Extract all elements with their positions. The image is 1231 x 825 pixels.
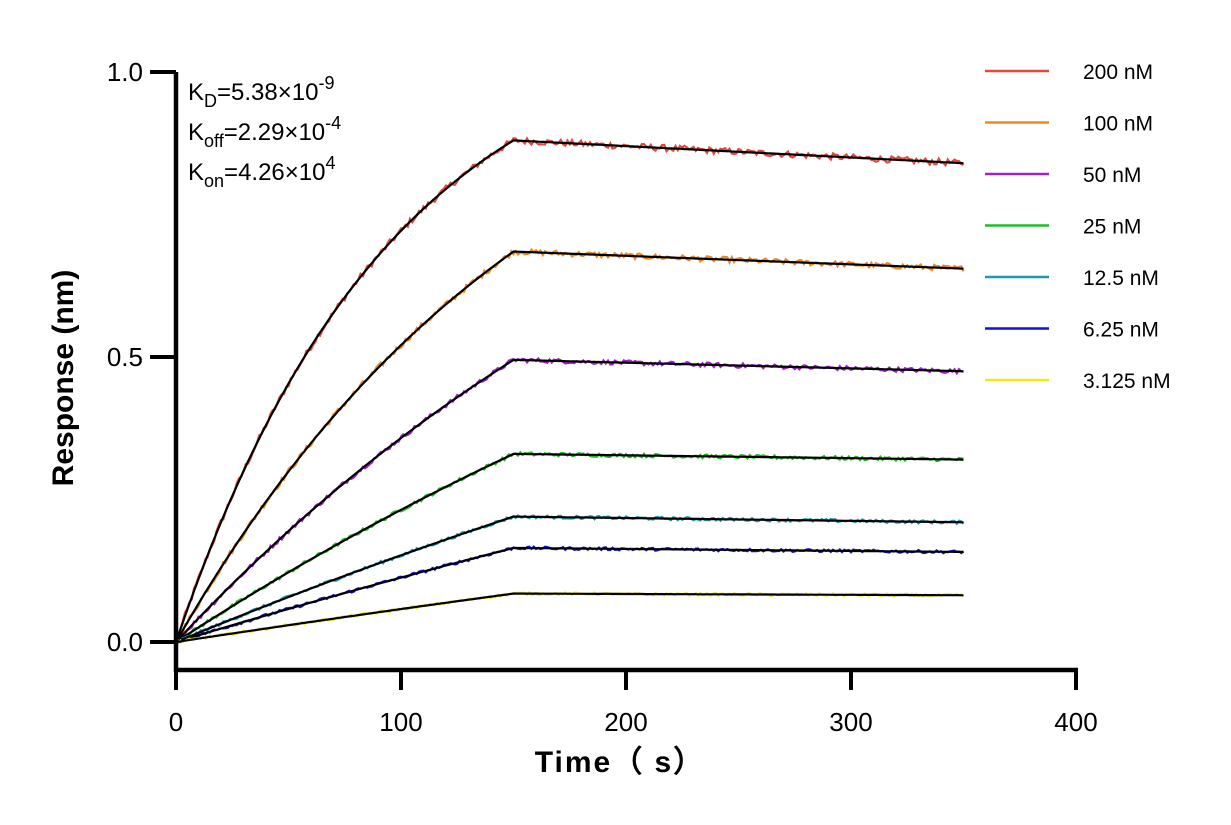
constant-value: =2.29×10 [224, 119, 325, 146]
legend-item-3: 50 nM [985, 164, 1141, 187]
legend-item-2: 100 nM [985, 113, 1153, 136]
constant-subscript: D [204, 91, 217, 111]
constant-subscript: on [204, 171, 224, 191]
fit-curve-2 [175, 250, 964, 643]
constant-value: =5.38×10 [217, 79, 318, 106]
x-tick-label-100: 100 [379, 707, 422, 737]
legend-item-7: 3.125 nM [985, 370, 1171, 393]
curves-layer [174, 136, 965, 644]
axes-layer: 0 100 200 300 400 0.0 0.5 1.0 [107, 57, 1098, 737]
legend-label: 3.125 nM [1083, 370, 1171, 393]
legend-label: 6.25 nM [1083, 319, 1159, 342]
constant-subscript: off [204, 131, 225, 151]
legend-label: 12.5 nM [1083, 267, 1159, 290]
legend-label: 50 nM [1083, 164, 1141, 187]
legend-item-1: 200 nM [985, 61, 1153, 84]
y-axis-title: Response (nm) [47, 270, 80, 487]
kinetic-constant-D: KD=5.38×10-9 [188, 73, 334, 111]
x-tick-label-300: 300 [829, 707, 872, 737]
x-tick-label-0: 0 [169, 707, 183, 737]
constant-symbol: K [188, 119, 204, 146]
legend-label: 100 nM [1083, 113, 1153, 136]
constant-exponent: -9 [318, 73, 334, 93]
data-curve-1 [174, 136, 964, 643]
fit-curve-7 [175, 592, 964, 644]
constant-value: =4.26×10 [224, 159, 325, 186]
data-curve-7 [175, 590, 964, 644]
x-tick-label-400: 400 [1054, 707, 1097, 737]
fit-curve-6 [175, 546, 964, 644]
fit-curve-3 [175, 358, 964, 643]
legend-item-4: 25 nM [985, 216, 1141, 239]
y-tick-label-0.0: 0.0 [107, 627, 143, 657]
data-curve-3 [175, 356, 964, 644]
legend-label: 200 nM [1083, 61, 1153, 84]
constant-symbol: K [188, 79, 204, 106]
legend-label: 25 nM [1083, 216, 1141, 239]
y-tick-label-0.5: 0.5 [107, 342, 143, 372]
constant-symbol: K [188, 159, 204, 186]
y-tick-label-1.0: 1.0 [107, 57, 143, 87]
x-axis-title: Time（ s） [535, 745, 706, 779]
data-curve-5 [175, 514, 965, 643]
fit-curve-5 [175, 515, 964, 644]
x-tick-label-200: 200 [604, 707, 647, 737]
kinetic-constant-on: Kon=4.26×104 [188, 153, 336, 191]
legend-item-5: 12.5 nM [985, 267, 1159, 290]
legend: 200 nM 100 nM 50 nM 25 nM 12.5 nM 6.25 nM 3.12… [985, 61, 1171, 393]
constant-exponent: 4 [325, 153, 335, 173]
kinetic-constant-off: Koff=2.29×10-4 [188, 113, 341, 151]
constant-exponent: -4 [325, 113, 341, 133]
fit-curve-1 [174, 139, 964, 643]
data-curve-2 [174, 247, 965, 643]
legend-item-6: 6.25 nM [985, 319, 1159, 342]
fit-curve-4 [175, 452, 964, 643]
